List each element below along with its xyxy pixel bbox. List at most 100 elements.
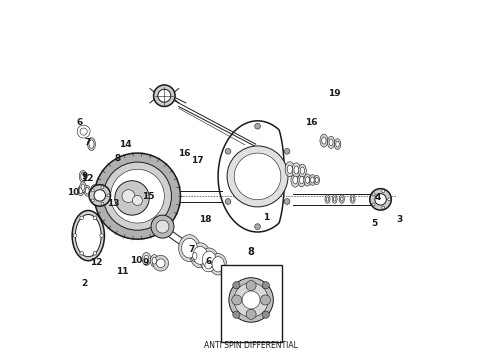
- Text: 10: 10: [67, 188, 79, 197]
- Circle shape: [122, 190, 135, 203]
- Text: 13: 13: [107, 199, 119, 208]
- Ellipse shape: [339, 195, 344, 203]
- Ellipse shape: [92, 187, 97, 194]
- Text: 1: 1: [264, 213, 270, 222]
- Circle shape: [246, 280, 256, 291]
- Ellipse shape: [309, 175, 316, 185]
- Ellipse shape: [298, 173, 306, 187]
- Ellipse shape: [202, 251, 216, 268]
- Ellipse shape: [341, 197, 343, 201]
- Circle shape: [93, 216, 97, 220]
- Ellipse shape: [325, 195, 330, 203]
- Ellipse shape: [332, 195, 337, 203]
- Circle shape: [225, 148, 231, 154]
- Ellipse shape: [72, 211, 104, 261]
- Ellipse shape: [79, 188, 82, 194]
- Ellipse shape: [191, 250, 198, 262]
- Circle shape: [233, 282, 240, 289]
- Circle shape: [91, 199, 94, 202]
- Ellipse shape: [305, 177, 309, 183]
- Circle shape: [111, 169, 164, 223]
- Circle shape: [91, 189, 94, 192]
- Ellipse shape: [333, 197, 336, 201]
- Text: 12: 12: [90, 258, 102, 267]
- Ellipse shape: [91, 185, 98, 197]
- Text: 7: 7: [84, 138, 90, 147]
- Ellipse shape: [89, 140, 94, 148]
- Circle shape: [115, 181, 149, 215]
- Ellipse shape: [322, 137, 326, 144]
- Ellipse shape: [294, 166, 298, 174]
- Bar: [220, 265, 282, 342]
- Ellipse shape: [84, 185, 91, 196]
- Circle shape: [382, 206, 385, 209]
- Circle shape: [80, 128, 87, 135]
- Text: 4: 4: [374, 193, 381, 202]
- Ellipse shape: [79, 170, 87, 183]
- Ellipse shape: [142, 252, 151, 265]
- Circle shape: [227, 146, 288, 207]
- Circle shape: [246, 309, 256, 319]
- Circle shape: [132, 195, 143, 206]
- Text: 18: 18: [198, 215, 211, 224]
- Circle shape: [242, 291, 260, 309]
- Ellipse shape: [304, 174, 311, 186]
- Text: 7: 7: [188, 246, 195, 255]
- Ellipse shape: [329, 139, 333, 146]
- Ellipse shape: [181, 238, 197, 258]
- Text: 2: 2: [81, 279, 88, 288]
- Circle shape: [156, 259, 165, 267]
- Circle shape: [103, 162, 172, 230]
- Circle shape: [158, 89, 171, 102]
- Ellipse shape: [80, 182, 86, 193]
- Circle shape: [234, 153, 281, 200]
- Circle shape: [89, 185, 111, 206]
- Text: 5: 5: [371, 219, 377, 228]
- Circle shape: [202, 259, 215, 272]
- Circle shape: [370, 189, 392, 210]
- Ellipse shape: [193, 252, 197, 260]
- Circle shape: [153, 85, 175, 107]
- Ellipse shape: [81, 172, 85, 180]
- Circle shape: [233, 311, 240, 318]
- Ellipse shape: [298, 164, 306, 177]
- Text: 16: 16: [305, 118, 318, 127]
- Circle shape: [375, 194, 386, 205]
- Circle shape: [262, 282, 270, 289]
- Ellipse shape: [190, 243, 210, 268]
- Ellipse shape: [292, 163, 300, 177]
- Circle shape: [229, 278, 273, 322]
- Ellipse shape: [285, 162, 294, 177]
- Text: 17: 17: [192, 156, 204, 165]
- Ellipse shape: [81, 184, 85, 190]
- Circle shape: [101, 202, 104, 205]
- Ellipse shape: [326, 197, 329, 201]
- Circle shape: [260, 295, 270, 305]
- Ellipse shape: [210, 253, 227, 275]
- Ellipse shape: [299, 176, 304, 184]
- Circle shape: [100, 234, 103, 237]
- Circle shape: [372, 193, 375, 196]
- Text: 8: 8: [115, 154, 121, 163]
- Text: 6: 6: [76, 118, 82, 127]
- Ellipse shape: [327, 136, 335, 148]
- Ellipse shape: [320, 134, 328, 147]
- Circle shape: [151, 215, 174, 238]
- Circle shape: [156, 220, 169, 233]
- Circle shape: [77, 125, 90, 138]
- Ellipse shape: [350, 195, 355, 203]
- Text: 12: 12: [81, 174, 94, 183]
- Circle shape: [372, 203, 375, 206]
- Circle shape: [95, 153, 180, 239]
- Ellipse shape: [315, 177, 318, 183]
- Ellipse shape: [144, 255, 149, 262]
- Ellipse shape: [351, 197, 354, 201]
- Circle shape: [382, 190, 385, 193]
- Circle shape: [388, 198, 391, 201]
- Ellipse shape: [311, 177, 314, 183]
- Circle shape: [93, 252, 97, 255]
- Text: 19: 19: [328, 89, 341, 98]
- Circle shape: [205, 262, 212, 269]
- Circle shape: [255, 123, 260, 129]
- Ellipse shape: [152, 257, 156, 264]
